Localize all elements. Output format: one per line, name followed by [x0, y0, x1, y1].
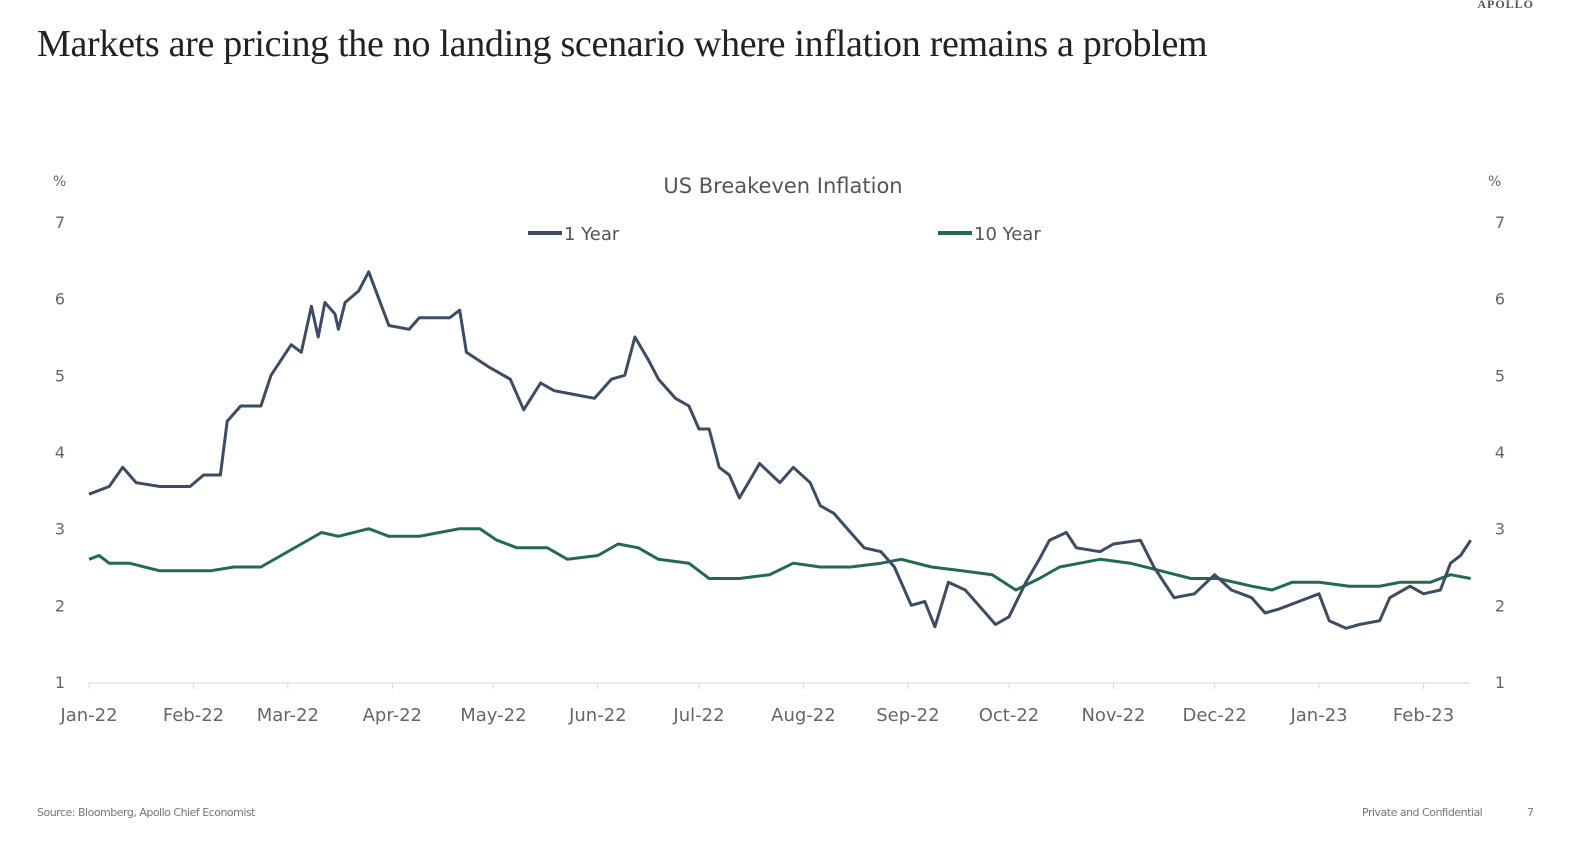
y-tick-left: 6 [55, 290, 65, 309]
y-tick-right: 7 [1495, 213, 1505, 232]
page-number: 7 [1527, 806, 1534, 819]
x-tick-label: Feb-22 [163, 705, 224, 726]
x-tick-label: Sep-22 [876, 705, 939, 726]
source-note: Source: Bloomberg, Apollo Chief Economis… [37, 806, 255, 819]
x-tick-label: Jan-23 [1289, 705, 1347, 726]
y-tick-left: 3 [55, 520, 65, 539]
y-tick-right: 5 [1495, 366, 1505, 385]
x-tick-label: Dec-22 [1182, 705, 1246, 726]
y-tick-left: 7 [55, 213, 65, 232]
legend-label-1-year: 1 Year [564, 224, 620, 245]
x-tick-label: Aug-22 [771, 705, 836, 726]
x-tick-label: Nov-22 [1081, 705, 1145, 726]
y-tick-right: 2 [1495, 596, 1505, 615]
y-tick-left: 1 [55, 673, 65, 692]
page-title: Markets are pricing the no landing scena… [37, 23, 1208, 65]
legend-label-10-year: 10 Year [974, 224, 1041, 245]
y-tick-left: 5 [55, 366, 65, 385]
series-line-1-year [88, 270, 1472, 630]
y-tick-right: 4 [1495, 443, 1505, 462]
x-tick-label: Jan-22 [59, 705, 117, 726]
y-tick-left: 4 [55, 443, 65, 462]
confidential-note: Private and Confidential [1362, 806, 1483, 819]
x-tick-label: May-22 [460, 705, 526, 726]
x-tick-label: Mar-22 [257, 705, 319, 726]
y-tick-right: 3 [1495, 520, 1505, 539]
apollo-logo: APOLLO [1477, 0, 1534, 11]
y-axis-unit-left: % [53, 174, 66, 190]
x-tick-label: Oct-22 [979, 705, 1040, 726]
chart-title: US Breakeven Inflation [663, 174, 902, 198]
x-tick-label: Apr-22 [363, 705, 422, 726]
x-tick-label: Feb-23 [1393, 705, 1454, 726]
y-tick-right: 1 [1495, 673, 1505, 692]
y-axis-unit-right: % [1488, 174, 1501, 190]
x-tick-label: Jul-22 [672, 705, 724, 726]
series-line-10-year [88, 527, 1471, 592]
y-tick-left: 2 [55, 596, 65, 615]
y-tick-right: 6 [1495, 290, 1505, 309]
x-tick-label: Jun-22 [568, 705, 627, 726]
